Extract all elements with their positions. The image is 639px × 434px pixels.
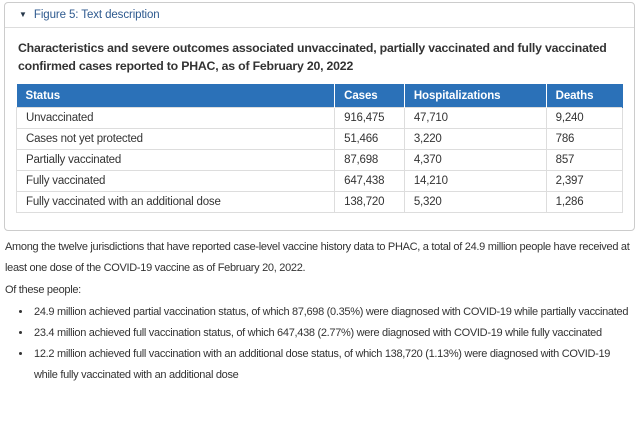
- cell-cases: 647,438: [334, 170, 405, 192]
- cell-hospitalizations: 14,210: [403, 170, 547, 192]
- lead-paragraph: Of these people:: [5, 284, 81, 296]
- outcomes-table: Status Cases Hospitalizations Deaths Unv…: [15, 84, 624, 213]
- list-item: 23.4 million achieved full vaccination s…: [32, 323, 634, 344]
- cell-cases: 51,466: [334, 128, 405, 150]
- cell-status: Fully vaccinated: [15, 170, 336, 192]
- column-header-deaths: Deaths: [546, 84, 624, 108]
- cell-hospitalizations: 4,370: [403, 149, 547, 171]
- table-row: Fully vaccinated with an additional dose…: [15, 191, 624, 213]
- cell-deaths: 2,397: [545, 170, 624, 192]
- body-text-section: Among the twelve jurisdictions that have…: [0, 231, 639, 386]
- cell-hospitalizations: 3,220: [403, 128, 547, 150]
- column-header-hospitalizations: Hospitalizations: [404, 84, 547, 108]
- cell-hospitalizations: 5,320: [403, 191, 547, 213]
- table-row: Cases not yet protected 51,466 3,220 786: [15, 128, 624, 150]
- cell-deaths: 786: [545, 128, 624, 150]
- cell-cases: 87,698: [334, 149, 405, 171]
- table-row: Partially vaccinated 87,698 4,370 857: [15, 149, 624, 171]
- figure5-details-box: ▼ Figure 5: Text description Characteris…: [4, 2, 635, 231]
- column-header-status: Status: [16, 84, 336, 108]
- collapse-arrow-icon: ▼: [19, 10, 27, 19]
- list-item: 12.2 million achieved full vaccination w…: [32, 344, 634, 386]
- cell-cases: 916,475: [334, 107, 405, 129]
- bullet-list: 24.9 million achieved partial vaccinatio…: [5, 302, 634, 386]
- cell-cases: 138,720: [334, 191, 405, 213]
- table-row: Fully vaccinated 647,438 14,210 2,397: [15, 170, 624, 192]
- figure5-details-content: Characteristics and severe outcomes asso…: [5, 28, 634, 230]
- table-caption: Characteristics and severe outcomes asso…: [18, 41, 607, 73]
- cell-hospitalizations: 47,710: [403, 107, 547, 129]
- figure5-details-summary[interactable]: ▼ Figure 5: Text description: [5, 3, 634, 28]
- cell-deaths: 9,240: [545, 107, 624, 129]
- cell-deaths: 857: [545, 149, 624, 171]
- column-header-cases: Cases: [334, 84, 405, 108]
- cell-deaths: 1,286: [545, 191, 624, 213]
- cell-status: Fully vaccinated with an additional dose: [15, 191, 336, 213]
- cell-status: Cases not yet protected: [15, 128, 336, 150]
- table-header-row: Status Cases Hospitalizations Deaths: [16, 84, 624, 108]
- list-item: 24.9 million achieved partial vaccinatio…: [32, 302, 634, 323]
- cell-status: Unvaccinated: [15, 107, 336, 129]
- table-row: Unvaccinated 916,475 47,710 9,240: [15, 107, 624, 129]
- intro-paragraph: Among the twelve jurisdictions that have…: [5, 241, 630, 274]
- cell-status: Partially vaccinated: [15, 149, 336, 171]
- figure5-summary-label: Figure 5: Text description: [33, 9, 160, 21]
